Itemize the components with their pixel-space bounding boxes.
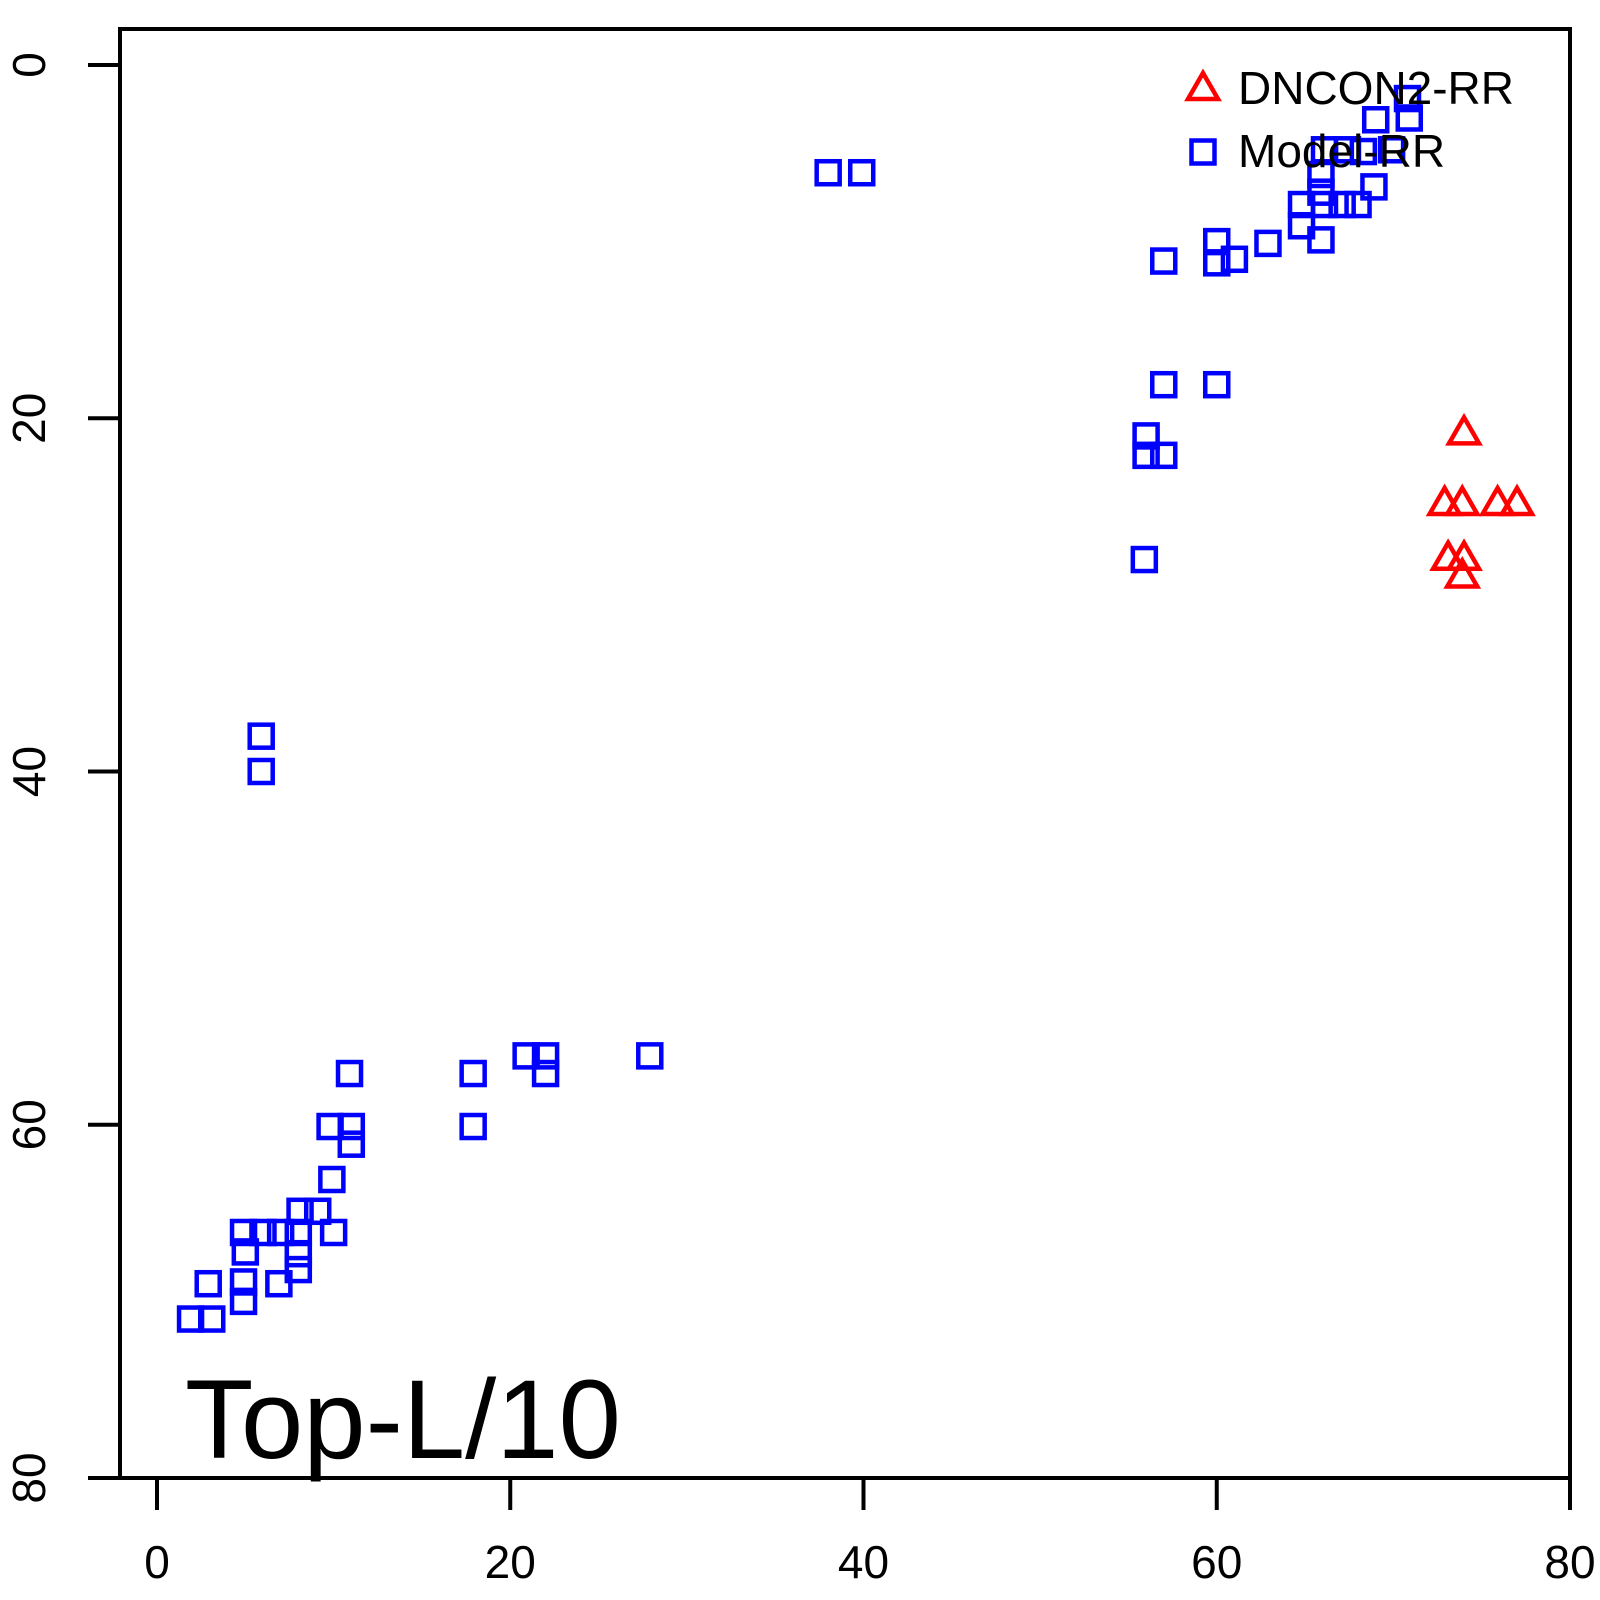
model-rr-point	[1132, 422, 1160, 450]
series-model-rr	[176, 84, 1424, 1333]
model-rr-point	[284, 1239, 313, 1268]
model-rr-point	[1377, 136, 1406, 164]
data-points-layer	[176, 84, 1536, 1333]
model-rr-point	[1344, 190, 1372, 219]
model-rr-point	[459, 1059, 487, 1088]
x-axis-tick-label: 60	[1191, 1536, 1242, 1588]
legend-label-dncon2-rr: DNCON2-RR	[1238, 62, 1514, 114]
model-rr-point	[1150, 370, 1178, 399]
plot-border	[118, 27, 1572, 1480]
model-rr-point	[335, 1059, 364, 1088]
model-rr-point	[1150, 247, 1178, 275]
model-rr-point	[229, 1268, 258, 1296]
y-axis-tick-label: 60	[3, 1099, 55, 1150]
model-rr-point	[814, 158, 842, 187]
model-rr-point	[318, 1165, 346, 1194]
model-rr-point	[231, 1238, 260, 1266]
model-rr-point	[337, 1130, 366, 1158]
model-rr-point	[198, 1305, 226, 1333]
y-axis-tick-label: 80	[3, 1452, 55, 1503]
y-axis: 0 20 40 60 80	[3, 52, 120, 1504]
x-axis-tick-label: 80	[1544, 1536, 1595, 1588]
model-rr-point	[194, 1269, 222, 1298]
plot-annotation: Top-L/10	[185, 1357, 621, 1482]
model-rr-point	[337, 1112, 366, 1141]
model-rr-point	[1130, 545, 1159, 574]
dncon2-rr-point	[1443, 555, 1482, 589]
legend-symbol-triangle	[1184, 68, 1222, 102]
model-rr-point	[229, 1287, 258, 1316]
model-rr-point	[1287, 211, 1316, 240]
model-rr-point	[1203, 370, 1231, 399]
legend-symbols	[1184, 68, 1222, 166]
x-axis-tick-label: 20	[485, 1536, 536, 1588]
model-rr-point	[531, 1059, 560, 1088]
dncon2-rr-point	[1498, 483, 1536, 517]
model-rr-point	[847, 158, 876, 187]
x-axis-tick-label: 0	[144, 1536, 170, 1588]
model-rr-point	[229, 1218, 258, 1247]
model-rr-point	[1395, 104, 1424, 132]
model-rr-point	[1150, 441, 1178, 470]
legend-label-model-rr: Model-RR	[1238, 125, 1445, 177]
model-rr-point	[265, 1269, 293, 1298]
dncon2-rr-point	[1425, 483, 1464, 517]
model-rr-point	[636, 1042, 664, 1070]
series-dncon2-rr	[1425, 412, 1536, 589]
model-rr-point	[247, 722, 275, 750]
legend: DNCON2-RR Model-RR	[1184, 62, 1514, 177]
model-rr-point	[1328, 190, 1356, 219]
x-axis: 0 20 40 60 80	[144, 1478, 1596, 1588]
model-rr-point	[1310, 190, 1339, 219]
dncon2-rr-point	[1478, 483, 1517, 517]
y-axis-tick-label: 20	[3, 393, 55, 444]
plot-frame	[118, 27, 1572, 1480]
y-axis-tick-label: 0	[3, 52, 55, 78]
model-rr-point	[1361, 106, 1390, 134]
model-rr-point	[1220, 245, 1249, 274]
model-rr-point	[1393, 84, 1422, 113]
y-axis-tick-label: 40	[3, 746, 55, 797]
x-axis-tick-label: 40	[838, 1536, 889, 1588]
model-rr-point	[1360, 173, 1388, 201]
model-rr-point	[303, 1197, 332, 1226]
legend-symbol-square	[1189, 138, 1217, 166]
dncon2-rr-point	[1445, 538, 1483, 572]
model-rr-point	[1307, 160, 1335, 189]
model-rr-point	[319, 1218, 348, 1247]
model-rr-point	[1203, 249, 1231, 277]
model-rr-point	[249, 1218, 277, 1247]
model-rr-point	[512, 1042, 540, 1070]
model-rr-point	[1307, 226, 1335, 254]
model-rr-point	[531, 1042, 560, 1070]
model-rr-point	[1132, 441, 1160, 470]
model-rr-point	[266, 1218, 295, 1247]
dncon2-rr-point	[1445, 412, 1483, 446]
model-rr-point	[1254, 229, 1282, 258]
model-rr-point	[459, 1112, 487, 1141]
model-rr-point	[284, 1255, 313, 1284]
model-rr-point	[247, 757, 275, 786]
model-rr-point	[1333, 136, 1362, 164]
dncon2-rr-point	[1443, 483, 1482, 517]
model-rr-point	[1349, 137, 1378, 166]
